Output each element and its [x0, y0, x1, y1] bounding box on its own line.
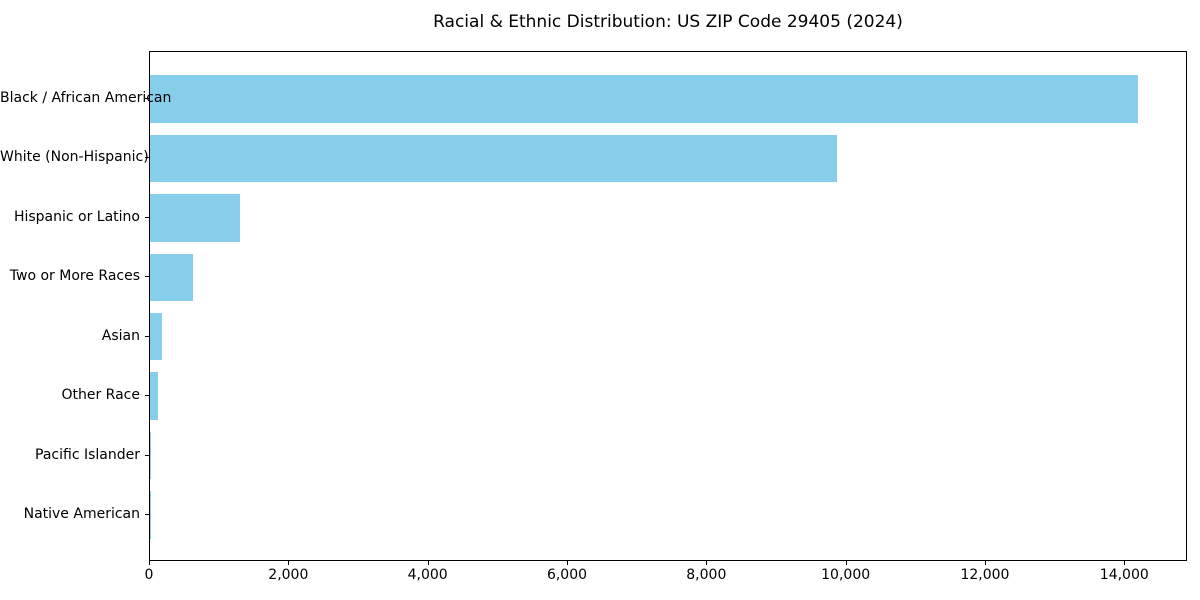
- bar-asian: [150, 312, 162, 361]
- bar-pacific-islander: [150, 431, 152, 480]
- bar-two-or-more-races: [150, 253, 194, 302]
- y-tick-mark: [145, 514, 149, 516]
- y-tick-mark: [145, 216, 149, 218]
- x-tick-label: 10,000: [821, 567, 871, 583]
- y-tick-mark: [145, 335, 149, 337]
- x-tick-mark: [706, 561, 708, 565]
- y-tick-label: Black / African American: [0, 89, 172, 106]
- y-tick-mark: [145, 454, 149, 456]
- y-tick-mark: [145, 276, 149, 278]
- x-tick-mark: [566, 561, 568, 565]
- y-tick-mark: [145, 97, 149, 99]
- x-tick-mark: [845, 561, 847, 565]
- y-tick-label: Two or More Races: [9, 268, 140, 285]
- x-tick-label: 6,000: [546, 567, 588, 583]
- bar-other-race: [150, 372, 158, 420]
- x-tick-mark: [427, 561, 429, 565]
- x-tick-label: 0: [144, 567, 154, 583]
- y-tick-label: Asian: [101, 327, 140, 344]
- y-tick-mark: [145, 157, 149, 159]
- bar-white-non-hispanic: [150, 134, 837, 183]
- x-tick-label: 14,000: [1099, 567, 1149, 583]
- x-tick-label: 8,000: [686, 567, 727, 583]
- x-tick-label: 2,000: [268, 567, 309, 583]
- plot-area: [149, 51, 1187, 561]
- bar-native-american: [150, 491, 151, 539]
- y-tick-mark: [145, 395, 149, 397]
- chart-title: Racial & Ethnic Distribution: US ZIP Cod…: [433, 12, 903, 32]
- bar-black-african-american: [150, 75, 1138, 123]
- x-tick-mark: [288, 561, 290, 565]
- x-tick-mark: [984, 561, 986, 565]
- y-tick-label: Pacific Islander: [35, 446, 140, 463]
- y-tick-label: White (Non-Hispanic): [0, 149, 149, 166]
- x-tick-mark: [1124, 561, 1126, 565]
- x-tick-mark: [149, 561, 150, 565]
- bar-hispanic-or-latino: [150, 194, 240, 242]
- y-tick-label: Native American: [23, 506, 140, 523]
- x-tick-label: 12,000: [960, 567, 1010, 583]
- y-tick-label: Other Race: [61, 387, 140, 404]
- x-tick-label: 4,000: [407, 567, 448, 583]
- y-tick-label: Hispanic or Latino: [13, 208, 140, 225]
